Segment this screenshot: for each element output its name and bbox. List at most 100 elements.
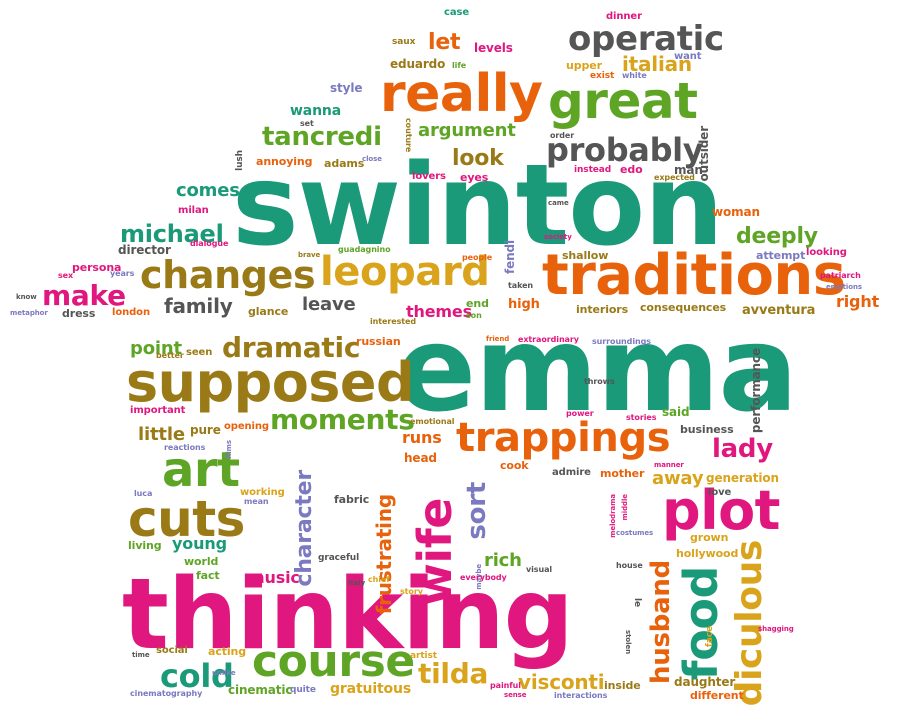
- word-avventura: avventura: [742, 303, 816, 318]
- word-instead: instead: [574, 165, 612, 175]
- word-middle: middle: [621, 494, 629, 521]
- word-close: close: [362, 155, 382, 163]
- word-chief: chief: [368, 575, 390, 584]
- word-adams: adams: [324, 157, 365, 170]
- word-argument: argument: [418, 120, 516, 141]
- word-family: family: [164, 294, 233, 318]
- word-everybody: everybody: [460, 573, 507, 582]
- word-sort: sort: [462, 482, 492, 540]
- word-look: look: [452, 146, 504, 171]
- word-life: life: [452, 61, 467, 70]
- word-rich: rich: [484, 550, 522, 571]
- word-visual: visual: [526, 565, 553, 574]
- word-husband: husband: [646, 560, 676, 684]
- word-fendi: fendi: [503, 240, 517, 275]
- word-set: set: [300, 119, 314, 128]
- word-power: power: [566, 409, 594, 418]
- word-extraordinary: extraordinary: [518, 335, 579, 344]
- word-fabric: fabric: [334, 493, 370, 506]
- word-time: time: [132, 651, 150, 659]
- word-manner: manner: [654, 461, 684, 469]
- word-society: society: [544, 233, 572, 241]
- word-glance: glance: [248, 305, 289, 318]
- word-luca: luca: [134, 489, 153, 498]
- word-little: little: [138, 424, 185, 445]
- word-eyes: eyes: [460, 171, 489, 184]
- word-attempt: attempt: [756, 249, 806, 262]
- word-man: man: [674, 163, 703, 177]
- word-emotions: emotions: [826, 283, 862, 291]
- word-performance: performance: [749, 348, 763, 434]
- word-moments: moments: [270, 403, 415, 436]
- word-love: love: [708, 487, 732, 498]
- word-right: right: [836, 292, 880, 311]
- word-deeply: deeply: [736, 224, 818, 249]
- word-tilda: tilda: [418, 657, 489, 690]
- word-want: want: [674, 51, 702, 62]
- word-probably: probably: [546, 131, 704, 169]
- word-dialogue: dialogue: [190, 239, 229, 248]
- word-pure: pure: [190, 423, 221, 437]
- word-years: years: [110, 269, 135, 278]
- word-social: social: [156, 645, 188, 656]
- word-mother: mother: [600, 467, 645, 480]
- word-runs: runs: [402, 428, 442, 447]
- word-came: came: [548, 199, 569, 207]
- word-face: face: [705, 626, 715, 648]
- word-daughter: daughter: [674, 675, 736, 689]
- word-upper: upper: [566, 59, 602, 72]
- word-said: said: [662, 405, 690, 419]
- word-ridiculous: ridiculous: [729, 540, 770, 705]
- word-italy: italy: [348, 579, 366, 587]
- word-opening: opening: [224, 421, 269, 432]
- word-wanna: wanna: [290, 103, 342, 119]
- word-trappings: trappings: [456, 415, 671, 461]
- word-michael: michael: [120, 220, 224, 248]
- word-away: away: [652, 468, 704, 489]
- word-head: head: [404, 451, 437, 465]
- word-point: point: [130, 338, 182, 359]
- word-edo: edo: [620, 163, 643, 176]
- word-surroundings: surroundings: [592, 337, 651, 346]
- word-exist: exist: [590, 71, 615, 81]
- word-dramatic: dramatic: [222, 331, 361, 364]
- word-couture: couture: [404, 118, 413, 153]
- word-dress: dress: [62, 307, 96, 320]
- word-le: le: [632, 598, 642, 608]
- word-patriarch: patriarch: [820, 271, 861, 280]
- word-order: order: [550, 131, 575, 140]
- word-dinner: dinner: [606, 11, 642, 22]
- word-let: let: [428, 30, 461, 55]
- word-cinematography: cinematography: [130, 689, 203, 698]
- word-style: style: [330, 81, 363, 95]
- word-operatic: operatic: [568, 19, 724, 59]
- word-inside: inside: [604, 679, 641, 692]
- word-end: end: [466, 297, 489, 310]
- word-shallow: shallow: [562, 249, 609, 262]
- word-eduardo: eduardo: [390, 57, 446, 71]
- word-frustrating: frustrating: [372, 494, 396, 615]
- word-throws: throws: [584, 377, 615, 386]
- word-visconti: visconti: [518, 670, 605, 694]
- word-guadagnino: guadagnino: [338, 245, 391, 254]
- word-italian: italian: [622, 52, 692, 76]
- word-films: films: [225, 440, 233, 459]
- word-plot: plot: [662, 479, 780, 542]
- word-graceful: graceful: [318, 553, 360, 563]
- word-saux: saux: [392, 37, 416, 47]
- word-world: world: [184, 555, 219, 568]
- word-expected: expected: [654, 173, 695, 182]
- word-london: london: [112, 307, 150, 318]
- word-living: living: [128, 539, 162, 552]
- word-story: story: [400, 587, 423, 596]
- word-costumes: costumes: [616, 529, 654, 537]
- word-lady: lady: [712, 434, 773, 464]
- word-cold: cold: [160, 657, 234, 695]
- word-white: white: [622, 71, 647, 80]
- word-painful: painful: [490, 681, 521, 690]
- word-house: house: [616, 561, 643, 570]
- word-sense: sense: [504, 691, 527, 699]
- word-changes: changes: [140, 253, 316, 297]
- word-lovers: lovers: [412, 171, 446, 182]
